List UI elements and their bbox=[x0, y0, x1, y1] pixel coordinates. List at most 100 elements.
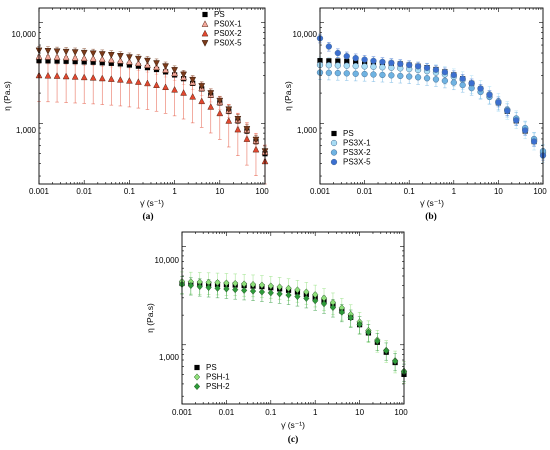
panel-a-point bbox=[99, 60, 105, 66]
panel-b-point bbox=[370, 63, 377, 70]
panel-b-point bbox=[495, 99, 502, 106]
panel-a-ytick-0: 1,000 bbox=[16, 126, 37, 135]
panel-a-point bbox=[144, 61, 151, 68]
panel-c-point bbox=[258, 281, 266, 289]
panel-a-point bbox=[98, 55, 106, 63]
panel-b-legend-marker bbox=[331, 130, 337, 137]
panel-a-point bbox=[44, 71, 52, 79]
panel-a-point bbox=[90, 59, 96, 65]
panel-a-point bbox=[54, 58, 60, 64]
panel-a-point bbox=[134, 78, 142, 85]
panel-c-legend-marker bbox=[194, 364, 200, 371]
panel-b-point bbox=[379, 58, 386, 66]
panel-a-frame bbox=[38, 7, 266, 185]
panel-a-point bbox=[71, 49, 79, 56]
panel-a-point bbox=[62, 48, 70, 56]
panel-c-legend-label: PSH-2 bbox=[206, 382, 230, 391]
panel-b-ytick-0: 1,000 bbox=[297, 126, 318, 135]
panel-b-point bbox=[343, 53, 350, 60]
panel-b-point bbox=[450, 71, 457, 79]
panel-a-legend-label: PS0X-2 bbox=[214, 29, 242, 38]
panel-b-point bbox=[370, 71, 377, 78]
panel-a-point bbox=[162, 63, 169, 70]
panel-a-point bbox=[53, 53, 61, 60]
panel-c-legend-label: PS bbox=[206, 363, 217, 372]
panel-c-point bbox=[320, 300, 328, 308]
panel-a-point bbox=[80, 54, 88, 62]
panel-a-point bbox=[116, 53, 124, 60]
panel-c-frame bbox=[181, 231, 405, 405]
panel-c-point bbox=[214, 284, 221, 292]
panel-a-point bbox=[71, 73, 79, 80]
panel-b-point bbox=[361, 70, 368, 78]
panel-b-legend-marker bbox=[330, 139, 338, 147]
panel-b-point bbox=[530, 138, 538, 145]
panel-c-point bbox=[338, 308, 345, 316]
panel-a-point bbox=[89, 54, 97, 62]
panel-c-point bbox=[276, 283, 283, 291]
panel-a-legend-label: PS0X-5 bbox=[214, 39, 242, 48]
panel-c-xtick-0: 0.001 bbox=[172, 408, 193, 417]
panel-b-point bbox=[406, 73, 413, 80]
panel-c-xtick-5: 100 bbox=[394, 408, 408, 417]
panel-a-point bbox=[62, 72, 70, 80]
panel-a-point bbox=[98, 51, 106, 58]
panel-b-point bbox=[370, 57, 377, 64]
panel-b-point bbox=[468, 79, 475, 87]
panel-b-point bbox=[388, 59, 395, 67]
panel-b-point bbox=[513, 117, 520, 124]
panel-c-point bbox=[294, 292, 301, 301]
panel-c-point bbox=[196, 283, 203, 291]
panel-c-legend-marker bbox=[193, 382, 201, 391]
panel-b-point bbox=[352, 62, 359, 70]
panel-a-point bbox=[134, 59, 142, 67]
panel-b-xtick-2: 0.1 bbox=[404, 187, 416, 196]
panel-a-point bbox=[125, 58, 133, 65]
panel-a-point bbox=[80, 49, 88, 57]
panel-b-point bbox=[459, 75, 466, 82]
panel-a-label: (a) bbox=[142, 211, 153, 222]
panel-a-point bbox=[225, 106, 233, 114]
panel-b-point bbox=[441, 68, 449, 76]
panel-c-series-1 bbox=[178, 277, 408, 375]
panel-a-point bbox=[198, 83, 206, 90]
panel-a-point bbox=[107, 52, 115, 59]
panel-b-point bbox=[352, 54, 359, 62]
panel-c-point bbox=[365, 328, 372, 336]
panel-b-point bbox=[432, 66, 440, 73]
panel-c-ytick-1: 10,000 bbox=[155, 256, 180, 265]
panel-b-point bbox=[459, 81, 466, 89]
panel-b-point bbox=[344, 58, 350, 64]
panel-a-point bbox=[44, 48, 52, 55]
panel-b-point bbox=[334, 69, 341, 77]
panel-c-point bbox=[303, 294, 310, 302]
panel-b-point bbox=[522, 127, 529, 134]
panel-b-legend-marker bbox=[330, 158, 338, 166]
panel-a-point bbox=[171, 85, 179, 93]
panel-c-ytick-0: 1,000 bbox=[159, 353, 180, 362]
panel-a-point bbox=[153, 60, 160, 67]
panel-c-series-2 bbox=[178, 280, 408, 376]
panel-b-label: (b) bbox=[425, 211, 437, 222]
panel-c-point bbox=[258, 288, 266, 296]
panel-a-legend-marker bbox=[201, 20, 209, 27]
panel-c-point bbox=[347, 314, 354, 322]
panel-b-series-3 bbox=[316, 35, 547, 159]
panel-c-point bbox=[312, 297, 319, 305]
panel-b-point bbox=[325, 43, 333, 50]
panel-b-point bbox=[486, 91, 493, 99]
panel-a-point bbox=[135, 63, 141, 69]
panel-b-point bbox=[335, 58, 341, 64]
panel-a-xtick-3: 1 bbox=[172, 187, 177, 196]
panel-b-point bbox=[353, 58, 359, 65]
panel-c-point bbox=[285, 291, 292, 299]
panel-a-point bbox=[216, 109, 224, 117]
panel-a-point bbox=[162, 83, 169, 91]
panel-c-xtick-2: 0.1 bbox=[265, 408, 277, 417]
panel-c-legend-label: PSH-1 bbox=[206, 373, 230, 382]
panel-a-errorbars-2 bbox=[37, 58, 267, 185]
panel-b-legend-label: PS3X-5 bbox=[343, 158, 371, 167]
